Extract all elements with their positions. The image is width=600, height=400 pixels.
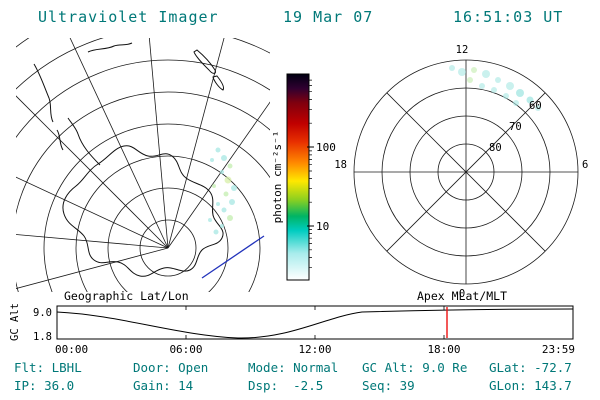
colorbar-tick-100: 100 <box>316 141 336 154</box>
colorbar-minor-ticks <box>309 79 312 268</box>
strip-chart-ticks <box>185 306 445 339</box>
header: Ultraviolet Imager 19 Mar 07 16:51:03 UT <box>38 8 563 26</box>
x-tick-0000: 00:00 <box>55 343 88 356</box>
status-seq: Seq: 39 <box>362 378 415 393</box>
colorbar-gradient <box>286 73 310 281</box>
polar-caption: Apex MLat/MLT <box>417 289 507 303</box>
coastlines <box>33 42 224 277</box>
time-label: 16:51:03 UT <box>453 8 563 26</box>
terminator-line <box>201 235 265 279</box>
geographic-map-panel <box>16 38 270 292</box>
polar-aurora-emission <box>449 65 541 111</box>
mlt-spokes <box>354 60 578 284</box>
status-ip: IP: 36.0 <box>14 378 74 393</box>
longitude-spokes <box>16 38 270 289</box>
apex-polar-panel: 12 18 6 0 60 70 80 <box>334 44 588 300</box>
status-gain: Gain: 14 <box>133 378 193 393</box>
gc-alt-curve <box>56 308 574 339</box>
status-glat: GLat: -72.7 <box>489 360 572 375</box>
x-tick-0600: 06:00 <box>169 343 202 356</box>
colorbar-major-ticks <box>307 146 314 227</box>
gc-alt-axis-label: GC Alt <box>9 303 21 341</box>
mlt-label-6: 6 <box>582 159 588 171</box>
gc-alt-strip-chart: 9.0 1.8 GC Alt 00:00 06:00 12:00 18:00 2… <box>9 303 575 356</box>
status-dsp: Dsp: -2.5 <box>248 378 323 393</box>
mlt-label-12: 12 <box>456 44 469 56</box>
status-flt: Flt: LBHL <box>14 360 82 375</box>
mlat-label-70: 70 <box>509 121 522 133</box>
map-caption: Geographic Lat/Lon <box>64 289 189 303</box>
status-glon: GLon: 143.7 <box>489 378 572 393</box>
x-tick-1200: 12:00 <box>298 343 331 356</box>
latitude-rings <box>16 38 270 292</box>
app-title: Ultraviolet Imager <box>38 8 219 26</box>
colorbar-units-label: photon cm⁻²s⁻¹ <box>271 131 284 224</box>
colorbar: 100 10 photon cm⁻²s⁻¹ <box>271 73 336 281</box>
y-tick-min: 1.8 <box>33 331 52 343</box>
x-tick-2359: 23:59 <box>542 343 575 356</box>
status-gc-alt: GC Alt: 9.0 Re <box>362 360 467 375</box>
status-door: Door: Open <box>133 360 208 375</box>
colorbar-tick-10: 10 <box>316 220 329 233</box>
x-tick-1800: 18:00 <box>427 343 460 356</box>
y-tick-max: 9.0 <box>33 307 52 319</box>
mlat-label-60: 60 <box>529 100 542 112</box>
status-mode: Mode: Normal <box>248 360 338 375</box>
map-aurora-emission <box>208 147 237 235</box>
status-readout: Flt: LBHL Door: Open Mode: Normal GC Alt… <box>14 360 572 393</box>
mlat-label-80: 80 <box>489 142 502 154</box>
date-label: 19 Mar 07 <box>283 8 373 26</box>
mlt-label-0: 0 <box>459 288 465 300</box>
mlt-label-18: 18 <box>334 159 347 171</box>
